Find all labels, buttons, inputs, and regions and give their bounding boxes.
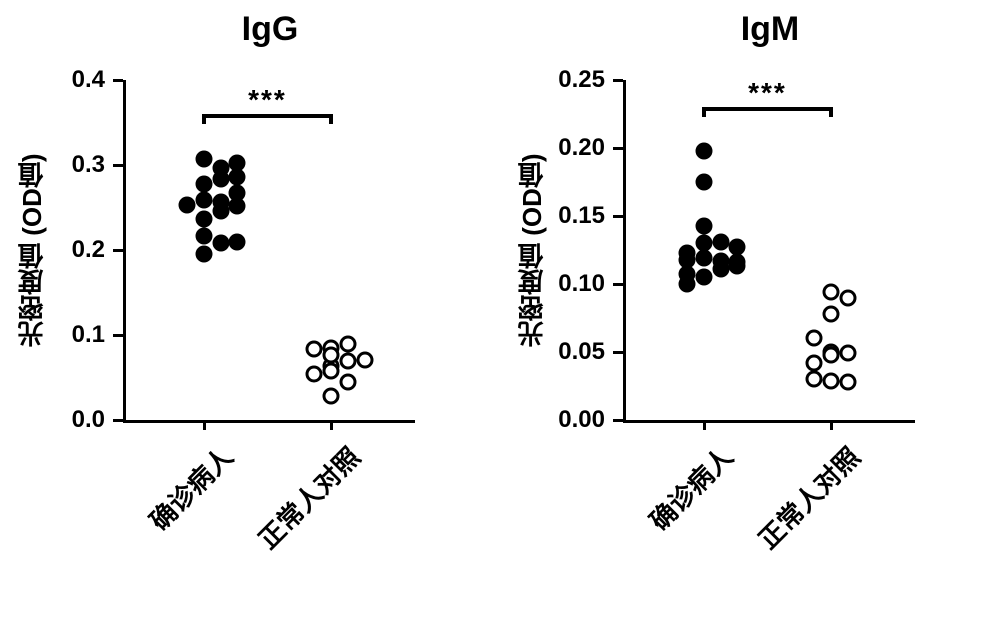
igm-data-point (695, 174, 712, 191)
igg-ytick (113, 164, 123, 167)
igg-data-point (339, 373, 356, 390)
igm-plot-area (623, 80, 915, 423)
igm-data-point (839, 289, 856, 306)
igm-data-point (806, 330, 823, 347)
igm-data-point (695, 217, 712, 234)
igg-ytick-label: 0.1 (43, 321, 105, 349)
igg-data-point (229, 168, 246, 185)
igm-ytick (613, 419, 623, 422)
igg-ytick (113, 419, 123, 422)
igm-significance-tick (829, 107, 833, 117)
igg-significance-tick (202, 114, 206, 124)
igm-ytick (613, 215, 623, 218)
igm-ytick-label: 0.05 (543, 338, 605, 366)
igm-ytick-label: 0.25 (543, 66, 605, 94)
igm-ytick (613, 351, 623, 354)
igm-xtick-label: 确诊病人 (601, 438, 740, 577)
igm-significance-tick (702, 107, 706, 117)
igm-ytick-label: 0.00 (543, 406, 605, 434)
igg-data-point (306, 366, 323, 383)
igg-data-point (323, 388, 340, 405)
igm-data-point (695, 142, 712, 159)
igm-data-point (823, 305, 840, 322)
igg-plot-area (123, 80, 415, 423)
igg-data-point (323, 347, 340, 364)
igm-data-point (679, 276, 696, 293)
igm-data-point (729, 258, 746, 275)
igm-data-point (823, 372, 840, 389)
igg-xtick (330, 420, 333, 430)
igg-data-point (212, 235, 229, 252)
igg-ytick-label: 0.4 (43, 66, 105, 94)
igg-xtick-label: 正常人对照 (228, 438, 367, 577)
igm-ytick-label: 0.15 (543, 202, 605, 230)
igm-data-point (806, 354, 823, 371)
igg-data-point (323, 362, 340, 379)
igg-y-axis-label: 光密度值 (OD值) (13, 100, 50, 400)
igm-y-axis-label: 光密度值 (OD值) (513, 100, 550, 400)
igg-data-point (339, 335, 356, 352)
igm-data-point (695, 269, 712, 286)
igg-ytick (113, 334, 123, 337)
igg-significance-tick (329, 114, 333, 124)
igm-ytick-label: 0.20 (543, 134, 605, 162)
igg-data-point (229, 197, 246, 214)
igm-data-point (695, 250, 712, 267)
figure-root: IgG0.00.10.20.30.4光密度值 (OD值)确诊病人正常人对照***… (0, 0, 1000, 624)
igg-data-point (212, 171, 229, 188)
igg-significance-stars: *** (228, 84, 308, 116)
igg-data-point (195, 246, 212, 263)
igm-data-point (806, 371, 823, 388)
igg-ytick-label: 0.0 (43, 406, 105, 434)
igm-ytick (613, 79, 623, 82)
igg-data-point (306, 341, 323, 358)
igg-xtick-label: 确诊病人 (101, 438, 240, 577)
igg-ytick-label: 0.2 (43, 236, 105, 264)
igm-significance-stars: *** (728, 77, 808, 109)
igm-xtick (830, 420, 833, 430)
igm-xtick-label: 正常人对照 (728, 438, 867, 577)
igg-data-point (212, 202, 229, 219)
igm-ytick (613, 147, 623, 150)
igm-title: IgM (670, 10, 870, 49)
igm-data-point (823, 346, 840, 363)
igm-data-point (712, 233, 729, 250)
igg-data-point (339, 353, 356, 370)
igm-ytick (613, 283, 623, 286)
igg-data-point (195, 228, 212, 245)
igg-ytick-label: 0.3 (43, 151, 105, 179)
igg-data-point (179, 196, 196, 213)
igg-data-point (195, 175, 212, 192)
igm-data-point (839, 345, 856, 362)
igg-xtick (203, 420, 206, 430)
igm-data-point (823, 284, 840, 301)
igg-data-point (195, 151, 212, 168)
igg-data-point (229, 234, 246, 251)
igg-ytick (113, 79, 123, 82)
igm-data-point (712, 261, 729, 278)
igg-data-point (195, 210, 212, 227)
igm-data-point (839, 373, 856, 390)
igg-title: IgG (170, 10, 370, 49)
igg-data-point (356, 351, 373, 368)
igg-ytick (113, 249, 123, 252)
igm-xtick (703, 420, 706, 430)
igm-ytick-label: 0.10 (543, 270, 605, 298)
igg-data-point (195, 191, 212, 208)
